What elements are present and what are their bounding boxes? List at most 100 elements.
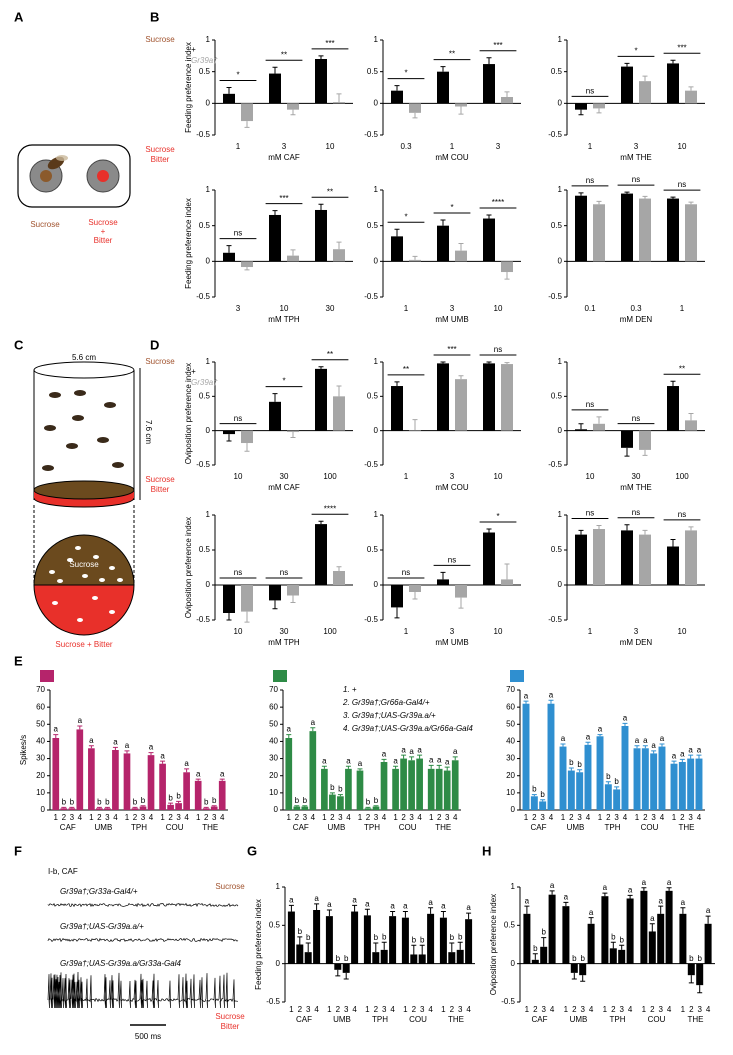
error-bar — [596, 108, 602, 114]
y-tick-label: 0 — [41, 805, 46, 814]
error-bar — [244, 611, 250, 623]
bar — [269, 73, 281, 104]
bar-number: 4 — [382, 813, 387, 822]
significance-label: ns — [234, 568, 242, 577]
bar-number: 2 — [97, 813, 102, 822]
group-letter: a — [78, 716, 83, 725]
bar — [455, 585, 467, 598]
bar-number: 2 — [401, 813, 406, 822]
bar-number: 4 — [184, 813, 189, 822]
bar — [391, 386, 403, 431]
x-tick-label: UMB — [570, 1015, 588, 1024]
x-axis-label: mM THE — [620, 153, 651, 162]
y-axis-label: Spikes/s — [19, 735, 28, 765]
y-tick-label: 10 — [269, 788, 278, 797]
error-bar — [244, 267, 250, 271]
group-letter: b — [606, 772, 611, 781]
bar — [567, 770, 575, 810]
significance-label: * — [634, 47, 637, 56]
error-bar — [642, 195, 648, 199]
bar — [218, 780, 226, 810]
bar — [685, 204, 697, 262]
group-letter: b — [619, 935, 624, 944]
bar-number: 3 — [614, 813, 619, 822]
group-letter: a — [525, 896, 530, 905]
bar — [437, 71, 449, 104]
direction-label: Sucrose — [145, 357, 175, 366]
x-axis-label: mM UMB — [435, 315, 468, 324]
y-tick-label: 60 — [36, 702, 45, 711]
bar — [455, 103, 467, 107]
group-letter: a — [623, 714, 628, 723]
bar — [194, 780, 202, 810]
legend-entry: Gr39a† — [191, 378, 218, 387]
group-letter: a — [681, 898, 686, 907]
group-letter: a — [184, 759, 189, 768]
bar-number: 1 — [603, 1005, 608, 1014]
y-tick-label: 0 — [558, 426, 563, 435]
x-tick-label: 3 — [450, 472, 455, 481]
group-letter: a — [409, 747, 414, 756]
error-bar — [504, 362, 510, 365]
direction-label: Bitter — [151, 485, 170, 494]
bar — [548, 894, 556, 964]
y-tick-label: 1 — [206, 510, 211, 519]
plate-label: Bitter — [94, 236, 113, 245]
bar — [621, 66, 633, 104]
group-letter: a — [314, 894, 319, 903]
error-bar — [310, 727, 316, 732]
bar — [293, 806, 301, 810]
bar-number: 2 — [572, 1005, 577, 1014]
error-bar — [290, 432, 296, 439]
group-letter: a — [403, 902, 408, 911]
y-tick-label: 0 — [374, 256, 379, 265]
error-bar — [649, 923, 655, 932]
bar-number: 4 — [706, 1005, 711, 1014]
x-axis-label: mM COU — [435, 153, 469, 162]
group-letter: a — [113, 738, 118, 747]
error-bar — [578, 423, 584, 430]
bar-number: 1 — [89, 813, 94, 822]
y-tick-label: 40 — [36, 737, 45, 746]
group-letter: b — [344, 954, 349, 963]
error-bar — [642, 449, 648, 456]
bar — [658, 746, 666, 810]
x-tick-label: TPH — [605, 823, 621, 832]
significance-label: **** — [492, 198, 504, 207]
error-bar — [318, 55, 324, 59]
group-letter: a — [697, 745, 702, 754]
error-bar — [321, 765, 327, 769]
bar — [657, 913, 665, 964]
bar — [531, 959, 539, 964]
x-tick-label: 10 — [494, 304, 503, 313]
bar — [443, 770, 451, 810]
error-bar — [394, 228, 400, 237]
error-bar — [394, 381, 400, 387]
group-letter: b — [336, 954, 341, 963]
error-bar — [373, 805, 379, 807]
error-bar — [504, 272, 510, 280]
bar — [576, 772, 584, 810]
bar — [667, 386, 679, 431]
x-tick-label: THE — [448, 1015, 464, 1024]
error-bar — [504, 91, 510, 97]
error-bar — [540, 799, 546, 802]
error-bar — [357, 768, 363, 771]
y-tick-label: 1 — [558, 185, 563, 194]
bar — [52, 738, 60, 810]
bar-number: 2 — [437, 813, 442, 822]
bar — [309, 731, 317, 810]
error-bar — [286, 734, 292, 738]
bar-number: 3 — [540, 813, 545, 822]
bar — [315, 368, 327, 431]
x-axis-label: mM CAF — [268, 483, 300, 492]
bar — [389, 916, 397, 964]
error-bar — [452, 756, 458, 761]
x-axis-label: mM DEN — [620, 315, 653, 324]
bar-number: 1 — [54, 813, 59, 822]
bar-number: 2 — [611, 1005, 616, 1014]
error-bar — [104, 806, 110, 809]
group-letter: a — [390, 902, 395, 911]
significance-label: *** — [677, 43, 686, 52]
